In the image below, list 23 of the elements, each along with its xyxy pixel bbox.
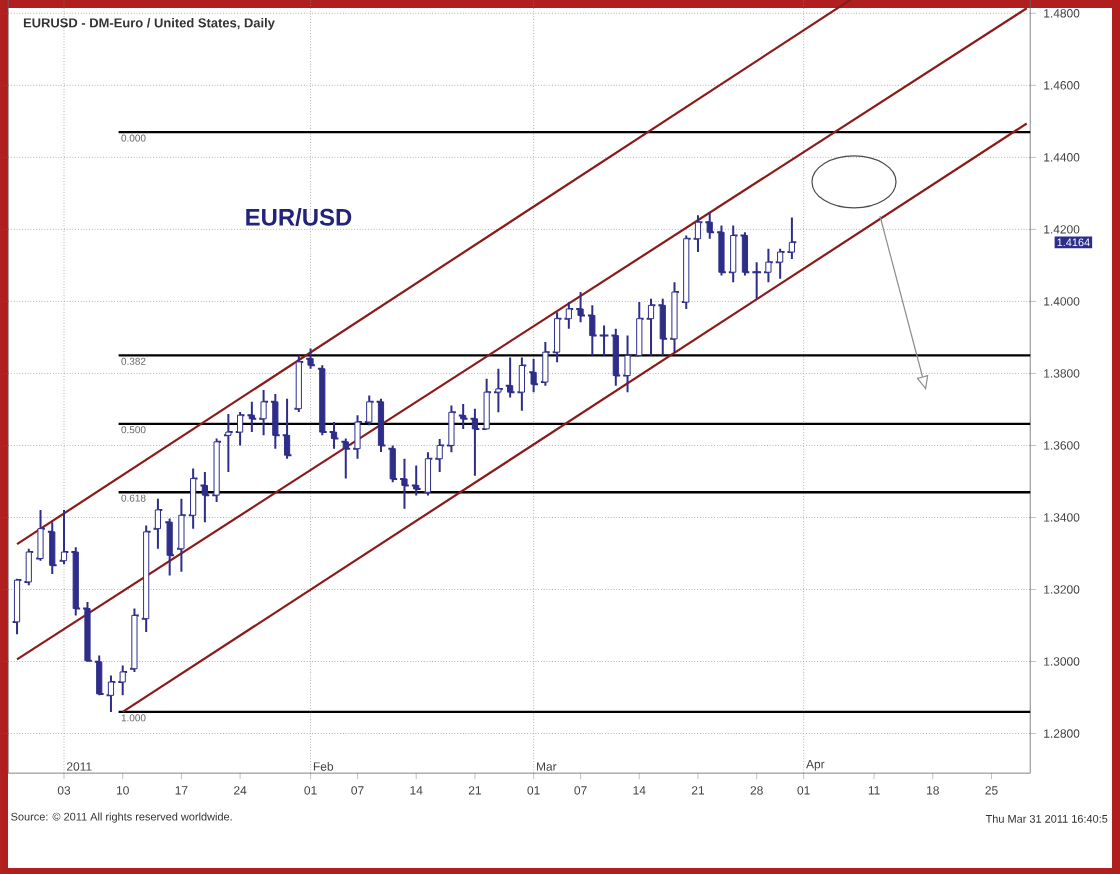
candlestick: [178, 497, 185, 573]
candlestick: [495, 367, 502, 414]
candlestick: [530, 357, 537, 394]
candlestick: [765, 247, 772, 284]
candlestick: [37, 508, 44, 562]
candlestick: [401, 457, 408, 510]
candlestick: [213, 437, 220, 503]
candlestick: [25, 547, 32, 587]
candlestick: [319, 364, 326, 437]
annotation: EUR/USD: [246, 208, 352, 226]
candlestick: [84, 601, 91, 663]
candlestick: [13, 577, 21, 636]
candlestick: [131, 607, 138, 673]
candlestick: [718, 224, 725, 277]
candlestick: [260, 388, 267, 437]
candlestick: [307, 347, 314, 370]
candlestick: [354, 414, 361, 460]
candlestick: [389, 444, 396, 484]
candlestick: [154, 497, 162, 550]
candlestick: [624, 334, 631, 394]
candlestick: [577, 291, 584, 324]
candlestick: [448, 404, 455, 454]
candlestick: [671, 281, 678, 354]
